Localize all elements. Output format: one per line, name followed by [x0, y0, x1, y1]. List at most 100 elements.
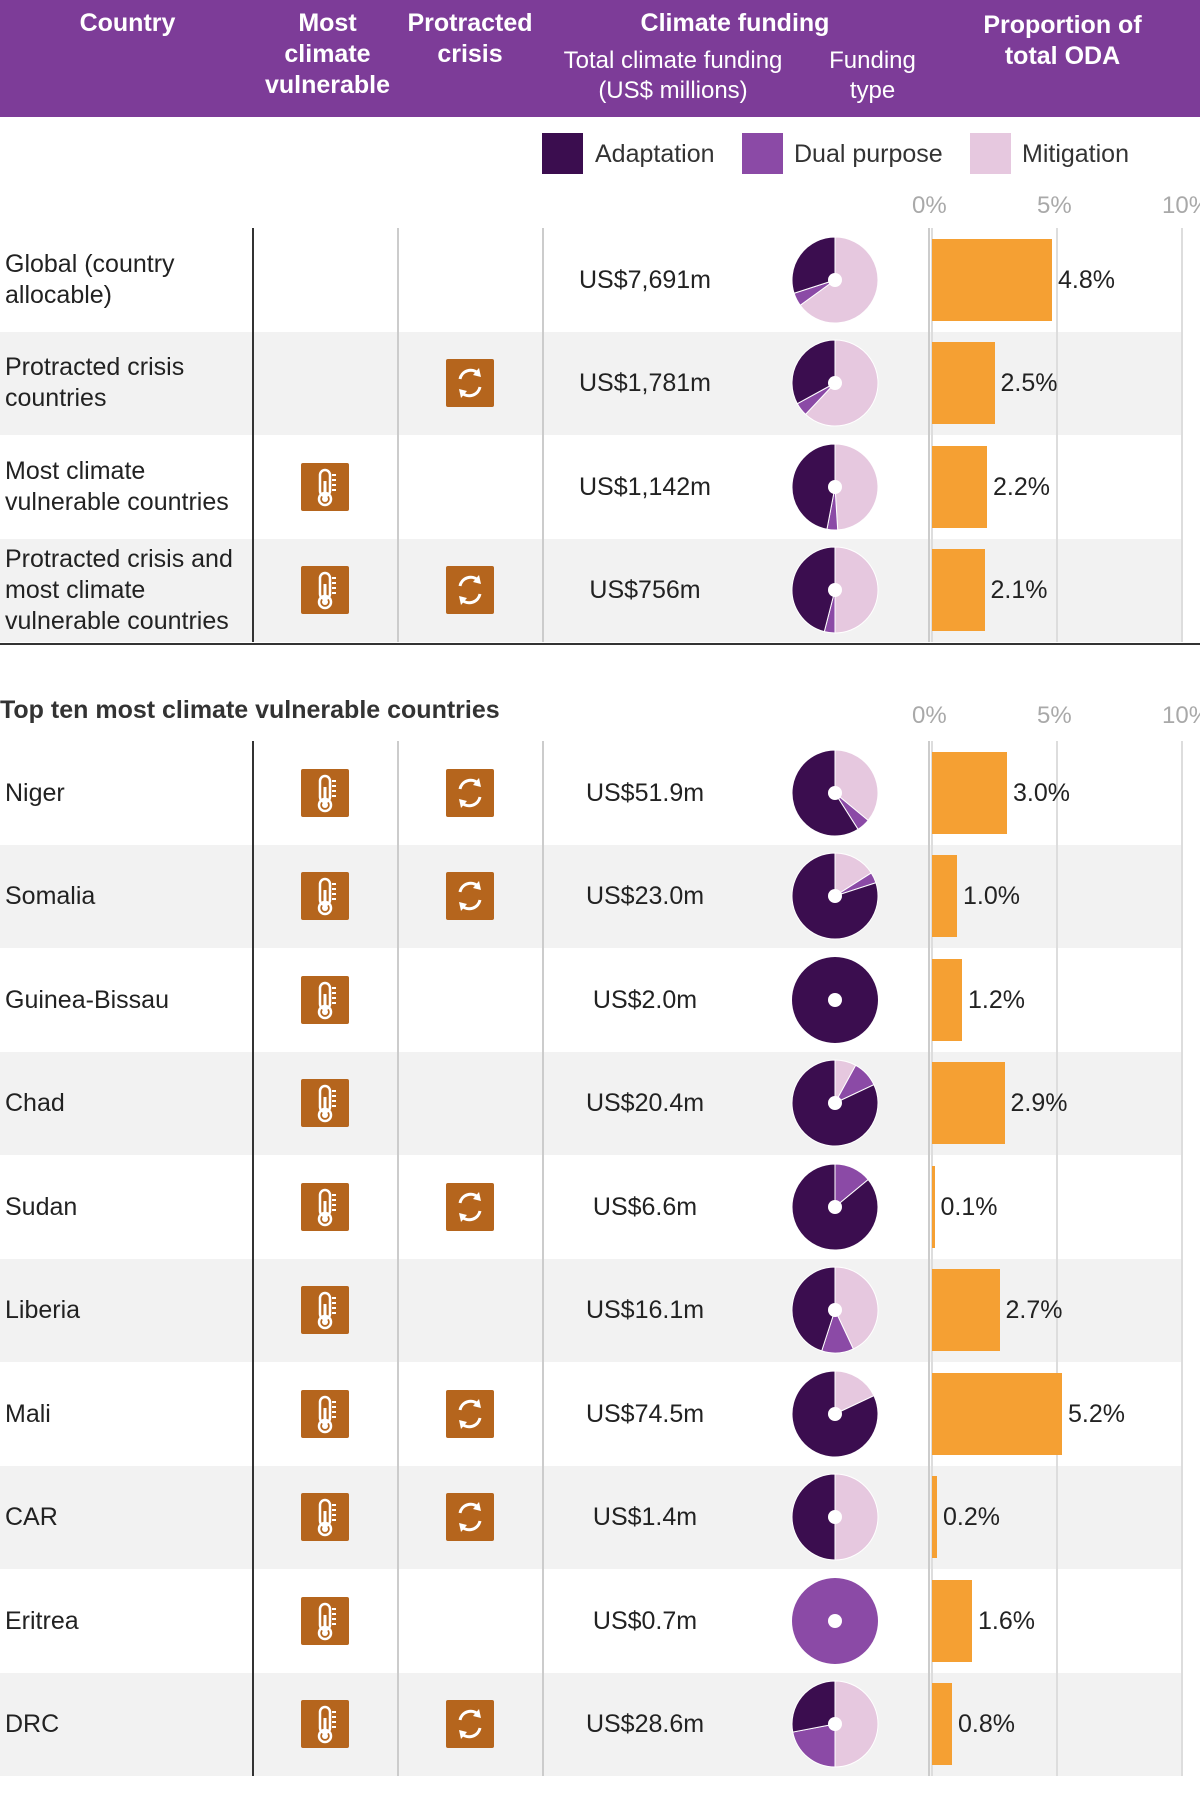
- row-background: [0, 538, 1182, 642]
- funding-type-pie: [791, 1473, 879, 1561]
- pie-slice-mitigation: [834, 1473, 879, 1561]
- pie-center-hole: [828, 1406, 842, 1421]
- legend-swatch-mitigation: [970, 133, 1011, 174]
- funding-type-pie: [791, 852, 879, 940]
- funding-amount: US$1,781m: [578, 369, 712, 398]
- oda-proportion-bar: [932, 549, 985, 632]
- pie-slice-mitigation: [834, 443, 879, 531]
- table-bottom-rule: [0, 643, 1200, 645]
- oda-proportion-label: 2.1%: [990, 576, 1048, 605]
- column-divider: [542, 228, 544, 642]
- funding-amount: US$0.7m: [592, 1606, 698, 1635]
- funding-type-pie: [791, 1680, 879, 1768]
- row-background: [0, 1465, 1182, 1569]
- cycle-arrows-icon: [446, 768, 494, 817]
- column-divider: [542, 741, 544, 1776]
- section-title: Top ten most climate vulnerable countrie…: [0, 696, 500, 724]
- funding-amount: US$23.0m: [585, 882, 705, 911]
- pie-center-hole: [828, 889, 842, 904]
- funding-amount: US$756m: [589, 576, 701, 605]
- oda-proportion-label: 0.1%: [940, 1192, 998, 1221]
- row-label: Somalia: [5, 882, 96, 911]
- pie-center-hole: [828, 583, 842, 598]
- thermometer-icon: [301, 975, 349, 1024]
- thermometer-icon: [301, 566, 349, 615]
- pie-center-hole: [828, 992, 842, 1007]
- row-label: Mali: [5, 1399, 51, 1428]
- pie-center-hole: [828, 1613, 842, 1628]
- header-country: Country: [79, 9, 176, 37]
- axis-gridline: [1056, 741, 1058, 1776]
- axis-gridline: [1181, 228, 1183, 642]
- oda-proportion-label: 5.2%: [1068, 1399, 1125, 1428]
- header-total-funding: Total climate funding (US$ millions): [563, 47, 783, 104]
- axis-tick-label: 5%: [1037, 702, 1072, 729]
- pie-slice-adaptation: [791, 749, 859, 837]
- pie-slice-adaptation: [791, 1680, 836, 1733]
- thermometer-icon: [301, 1493, 349, 1542]
- funding-amount: US$7,691m: [578, 265, 712, 294]
- cycle-arrows-icon: [446, 359, 494, 408]
- funding-type-pie: [791, 1059, 879, 1147]
- pie-slice-adaptation: [791, 236, 836, 294]
- oda-proportion-label: 1.0%: [963, 882, 1020, 911]
- row-label: Eritrea: [5, 1606, 79, 1635]
- funding-type-pie: [792, 1577, 878, 1664]
- oda-proportion-label: 2.5%: [1000, 369, 1058, 398]
- column-divider: [928, 741, 930, 1776]
- row-label: CAR: [5, 1503, 58, 1532]
- oda-proportion-label: 1.2%: [968, 985, 1025, 1014]
- row-label: Chad: [5, 1089, 65, 1118]
- legend-swatch-dual-purpose: [742, 133, 783, 174]
- pie-slice-mitigation: [834, 1680, 879, 1768]
- cycle-arrows-icon: [446, 566, 494, 615]
- header-most-vulnerable: Most climate vulnerable: [264, 9, 391, 99]
- cycle-arrows-icon: [446, 872, 494, 921]
- funding-type-pie: [791, 1163, 879, 1251]
- pie-center-hole: [828, 272, 842, 287]
- legend-swatch-adaptation: [542, 133, 583, 174]
- oda-proportion-label: 4.8%: [1058, 265, 1115, 294]
- oda-proportion-bar: [932, 238, 1052, 321]
- row-label: DRC: [5, 1710, 60, 1739]
- funding-type-pie: [791, 749, 879, 837]
- funding-type-pie: [791, 236, 879, 324]
- pie-slice-adaptation: [791, 546, 836, 633]
- oda-proportion-label: 0.2%: [943, 1503, 1000, 1532]
- funding-type-pie: [791, 339, 879, 427]
- oda-proportion-bar: [932, 958, 962, 1041]
- thermometer-icon: [301, 1182, 349, 1231]
- oda-proportion-label: 0.8%: [958, 1710, 1015, 1739]
- header-protracted: Protracted crisis: [407, 9, 533, 68]
- row-label: Sudan: [5, 1192, 78, 1221]
- legend-label-dual-purpose: Dual purpose: [794, 140, 943, 168]
- oda-proportion-bar: [932, 855, 957, 938]
- oda-proportion-bar: [932, 751, 1007, 834]
- row-background: [0, 844, 1182, 948]
- oda-proportion-bar: [932, 1579, 972, 1662]
- cycle-arrows-icon: [446, 1700, 494, 1749]
- row-label: Guinea-Bissau: [5, 985, 169, 1014]
- funding-type-pie: [791, 1266, 879, 1354]
- axis-tick-label: 10%: [1162, 192, 1200, 219]
- pie-slice-adaptation: [791, 1473, 836, 1561]
- pie-slice-mitigation: [834, 1370, 875, 1415]
- header-proportion: Proportion of total ODA: [983, 11, 1142, 70]
- funding-amount: US$16.1m: [585, 1296, 705, 1325]
- funding-type-pie: [791, 443, 879, 531]
- pie-center-hole: [828, 1510, 842, 1525]
- axis-tick-label: 0%: [912, 702, 947, 729]
- pie-slice-adaptation: [791, 1266, 836, 1352]
- row-label: Global (country allocable): [5, 249, 175, 309]
- column-divider: [252, 741, 254, 1776]
- table-header: Country Most climate vulnerable Protract…: [0, 0, 1200, 117]
- funding-amount: US$20.4m: [585, 1089, 705, 1118]
- thermometer-icon: [301, 1286, 349, 1335]
- pie-slice-adaptation: [791, 339, 836, 405]
- funding-amount: US$1.4m: [592, 1503, 698, 1532]
- row-label: Protracted crisis countries: [5, 353, 185, 413]
- pie-center-hole: [828, 479, 842, 494]
- funding-type-pie: [791, 1370, 879, 1458]
- thermometer-icon: [301, 872, 349, 921]
- row-label: Niger: [5, 778, 65, 807]
